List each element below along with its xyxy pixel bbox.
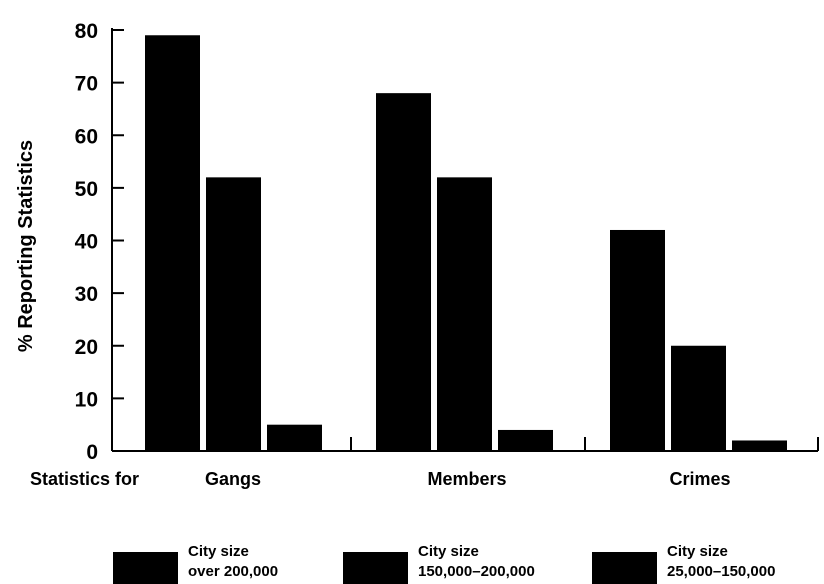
- bar: [498, 429, 553, 451]
- legend-label-line2: 150,000–200,000: [418, 563, 535, 580]
- y-tick-label: 20: [75, 336, 98, 359]
- x-category-label: Gangs: [205, 469, 261, 489]
- bar: [732, 440, 787, 451]
- y-tick-label: 80: [75, 20, 98, 43]
- y-tick-label: 60: [75, 125, 98, 148]
- bar: [376, 93, 431, 452]
- y-axis-title: % Reporting Statistics: [15, 140, 37, 352]
- y-tick-label: 40: [75, 231, 98, 254]
- legend: City size over 200,000 City size 150,000–20…: [113, 543, 775, 584]
- y-tick-label: 10: [75, 388, 98, 411]
- x-category-label: Crimes: [669, 469, 730, 489]
- y-tick-label: 0: [86, 441, 98, 464]
- bar: [671, 345, 726, 451]
- legend-swatch: [592, 552, 657, 584]
- legend-swatch: [343, 552, 408, 584]
- legend-label-line1: City size: [667, 543, 728, 560]
- legend-label-line1: City size: [188, 543, 249, 560]
- legend-label-line1: City size: [418, 543, 479, 560]
- legend-label-line2: 25,000–150,000: [667, 563, 775, 580]
- bar: [267, 424, 322, 451]
- y-tick-label: 30: [75, 283, 98, 306]
- bars: [145, 35, 787, 452]
- bar: [437, 177, 492, 451]
- legend-swatch: [113, 552, 178, 584]
- bar: [610, 229, 665, 451]
- bar: [145, 35, 200, 451]
- x-axis-prefix-label: Statistics for: [30, 469, 139, 489]
- y-tick-label: 50: [75, 178, 98, 201]
- y-tick-label: 70: [75, 73, 98, 96]
- x-category-label: Members: [427, 469, 506, 489]
- x-axis: Gangs Members Crimes: [112, 437, 819, 489]
- y-axis: 0 10 20 30 40 50 60 70 80: [75, 20, 124, 464]
- legend-label-line2: over 200,000: [188, 563, 278, 580]
- bar: [206, 177, 261, 451]
